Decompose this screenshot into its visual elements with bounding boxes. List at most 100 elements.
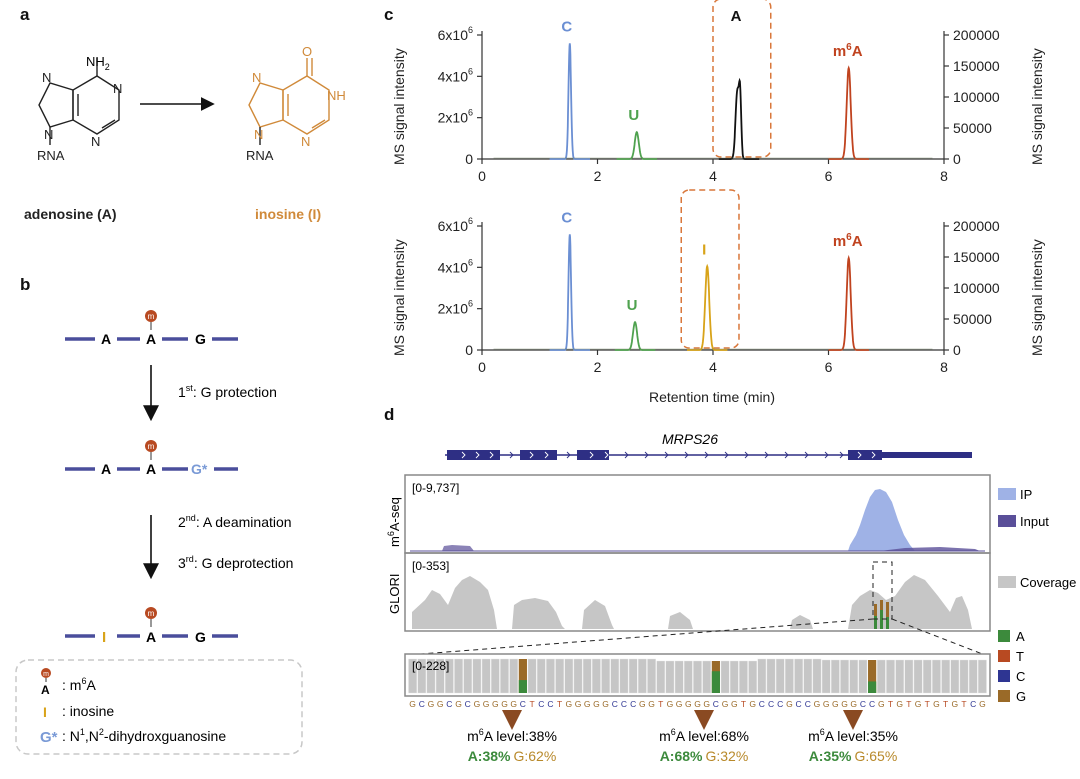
y-right-tick-label: 200000 [953, 218, 1000, 234]
coverage-bar [500, 658, 509, 694]
base-m6a: A [146, 629, 156, 645]
y-axis-right-label: MS signal intensity [1029, 239, 1045, 356]
legend-ip-swatch [998, 488, 1016, 500]
sequence-base: G [694, 699, 701, 709]
coverage-bar [840, 659, 849, 694]
coverage-bar [978, 659, 987, 694]
coverage-bar [445, 658, 454, 694]
sequence-base: C [465, 699, 471, 709]
coverage-bar [656, 660, 666, 694]
y-right-tick-label: 100000 [953, 280, 1000, 296]
coverage-bar [775, 658, 785, 694]
site-bar-g [868, 660, 877, 693]
coverage-bar [913, 659, 923, 694]
coverage-bar [536, 658, 546, 694]
strand-chevron [589, 451, 594, 459]
coverage-bar [895, 659, 904, 694]
peak-u [614, 320, 656, 351]
sequence-base: G [510, 699, 517, 709]
site-bar-a [711, 671, 720, 693]
peak-label-c: C [561, 18, 572, 35]
y-left-tick-label: 0 [465, 342, 473, 358]
coverage-bar [619, 658, 629, 694]
sequence-base: G [685, 699, 692, 709]
ip-signal [410, 489, 985, 552]
sequence-base: T [943, 699, 948, 709]
m6a-seq-range: [0-9,737] [412, 481, 459, 495]
strand-chevron [804, 451, 809, 459]
legend-coverage: Coverage [1020, 575, 1076, 590]
sequence-base: G [474, 699, 481, 709]
coverage-bar [638, 658, 647, 694]
strand-chevron [744, 451, 749, 459]
sequence-base: C [520, 699, 526, 709]
y-right-tick-label: 50000 [953, 120, 992, 136]
sequence-base: G [584, 699, 591, 709]
coverage-bar [647, 658, 656, 694]
strand-chevron [566, 451, 571, 459]
zoom-guides [407, 561, 986, 656]
x-axis-label: Retention time (min) [649, 389, 775, 405]
coverage-bar [877, 659, 886, 694]
adenosine-rna: RNA [37, 148, 65, 163]
strand-chevron [684, 451, 689, 459]
strand-chevron [461, 451, 466, 459]
legend-inosine-text: : inosine [62, 703, 114, 719]
sequence-base: C [419, 699, 425, 709]
sequence-base: G [602, 699, 609, 709]
sequence-base: C [612, 699, 618, 709]
coverage-bar [729, 660, 739, 694]
x-tick-label: 8 [940, 359, 948, 375]
strand-chevron [644, 451, 649, 459]
sequence-base: G [648, 699, 655, 709]
peak-label-u: U [627, 297, 638, 314]
legend-input-swatch [998, 515, 1016, 527]
sequence-base: G [501, 699, 508, 709]
site-bar-a [868, 681, 877, 693]
sequence-base: G [979, 699, 986, 709]
strand-chevron [839, 451, 844, 459]
sequence-base: G [492, 699, 499, 709]
y-left-tick-label: 6x106 [438, 216, 473, 234]
strand-chevron [857, 451, 862, 459]
site-annotations: m6A level:38% A:38% G:62% m6A level:68% A:68… [467, 710, 898, 764]
sequence-base: G [483, 699, 490, 709]
sequence-base: G [667, 699, 674, 709]
zoom-range: [0-228] [412, 659, 449, 673]
inosine-n3: N [301, 134, 310, 149]
inosine-label: inosine (I) [255, 206, 321, 222]
coverage-bar [886, 659, 895, 694]
glori-range: [0-353] [412, 559, 449, 573]
site-level: m6A level:35% [808, 727, 898, 744]
methyl-mark [145, 607, 157, 619]
sequence-base: G [575, 699, 582, 709]
legend-ip: IP [1020, 487, 1032, 502]
site-level: m6A level:68% [659, 727, 749, 744]
glori-track [404, 552, 991, 632]
coverage-bar [922, 659, 932, 694]
coverage-bar [720, 660, 730, 694]
y-right-tick-label: 50000 [953, 311, 992, 327]
chart-bottom: 0 2 4 6 802x1064x1066x1060500001000001500002… [391, 189, 1045, 375]
sequence-base: C [869, 699, 875, 709]
x-tick-label: 0 [478, 168, 486, 184]
coverage-bar [821, 659, 831, 694]
coverage-bar [592, 658, 601, 694]
y-right-tick-label: 0 [953, 151, 961, 167]
sequence-base: G [731, 699, 738, 709]
coverage-bar [582, 658, 592, 694]
sequence-base: C [547, 699, 553, 709]
x-tick-label: 6 [825, 168, 833, 184]
coverage-bar [959, 659, 969, 694]
legend-input: Input [1020, 514, 1049, 529]
legend-base-t: T [1016, 649, 1024, 664]
adenosine-n3: N [91, 134, 100, 149]
sequence-base: G [722, 699, 729, 709]
strand-chevron [475, 451, 480, 459]
strand-chevron [529, 451, 534, 459]
base-g: G [195, 331, 206, 347]
gene-name: MRPS26 [662, 431, 718, 447]
coverage-bar [766, 658, 776, 694]
coverage-bar [564, 658, 574, 694]
